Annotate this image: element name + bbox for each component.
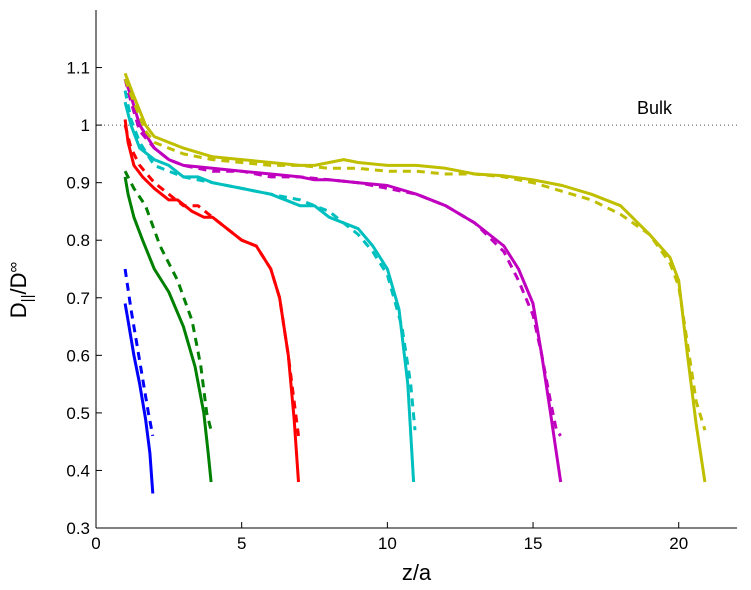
y-axis-label: D||/D∞ <box>5 262 36 319</box>
y-axis-label-part: D <box>6 302 31 318</box>
y-tick-label: 0.8 <box>66 231 90 250</box>
x-tick-label: 0 <box>91 534 100 553</box>
series-line-3 <box>123 176 213 483</box>
reference-line-group: Bulk <box>96 98 737 126</box>
y-tick-label: 0.7 <box>66 289 90 308</box>
y-axis-label-part: ∞ <box>5 262 22 273</box>
series-line-10 <box>123 78 562 437</box>
tick-group: 0 5 10 15 20 0.3 0.4 0.5 0.6 0.7 0.8 0.9 1 1.1 <box>66 59 688 553</box>
y-axis-label-part: || <box>19 295 36 303</box>
series-line-12 <box>123 78 707 431</box>
x-tick-label: 5 <box>237 534 246 553</box>
y-tick-label: 0.6 <box>66 346 90 365</box>
y-tick-label: 0.5 <box>66 404 90 423</box>
y-axis-label-part: /D <box>6 273 31 295</box>
x-tick-label: 15 <box>524 534 543 553</box>
series-line-8 <box>123 90 417 431</box>
series-line-2 <box>123 268 155 437</box>
series-line-1 <box>123 303 155 494</box>
series-line-11 <box>123 72 707 483</box>
y-tick-label: 0.4 <box>66 461 90 480</box>
x-axis-label: z/a <box>402 560 432 585</box>
axes <box>95 10 737 529</box>
series-line-9 <box>123 78 563 483</box>
bulk-label: Bulk <box>637 98 673 118</box>
x-tick-label: 10 <box>378 534 397 553</box>
series-line-4 <box>123 170 213 431</box>
x-tick-label: 20 <box>669 534 688 553</box>
series-group <box>123 72 707 494</box>
y-tick-label: 0.9 <box>66 174 90 193</box>
y-tick-label: 1.1 <box>66 59 90 78</box>
y-tick-label: 0.3 <box>66 519 90 538</box>
y-tick-label: 1 <box>81 116 90 135</box>
series-line-6 <box>123 124 300 437</box>
